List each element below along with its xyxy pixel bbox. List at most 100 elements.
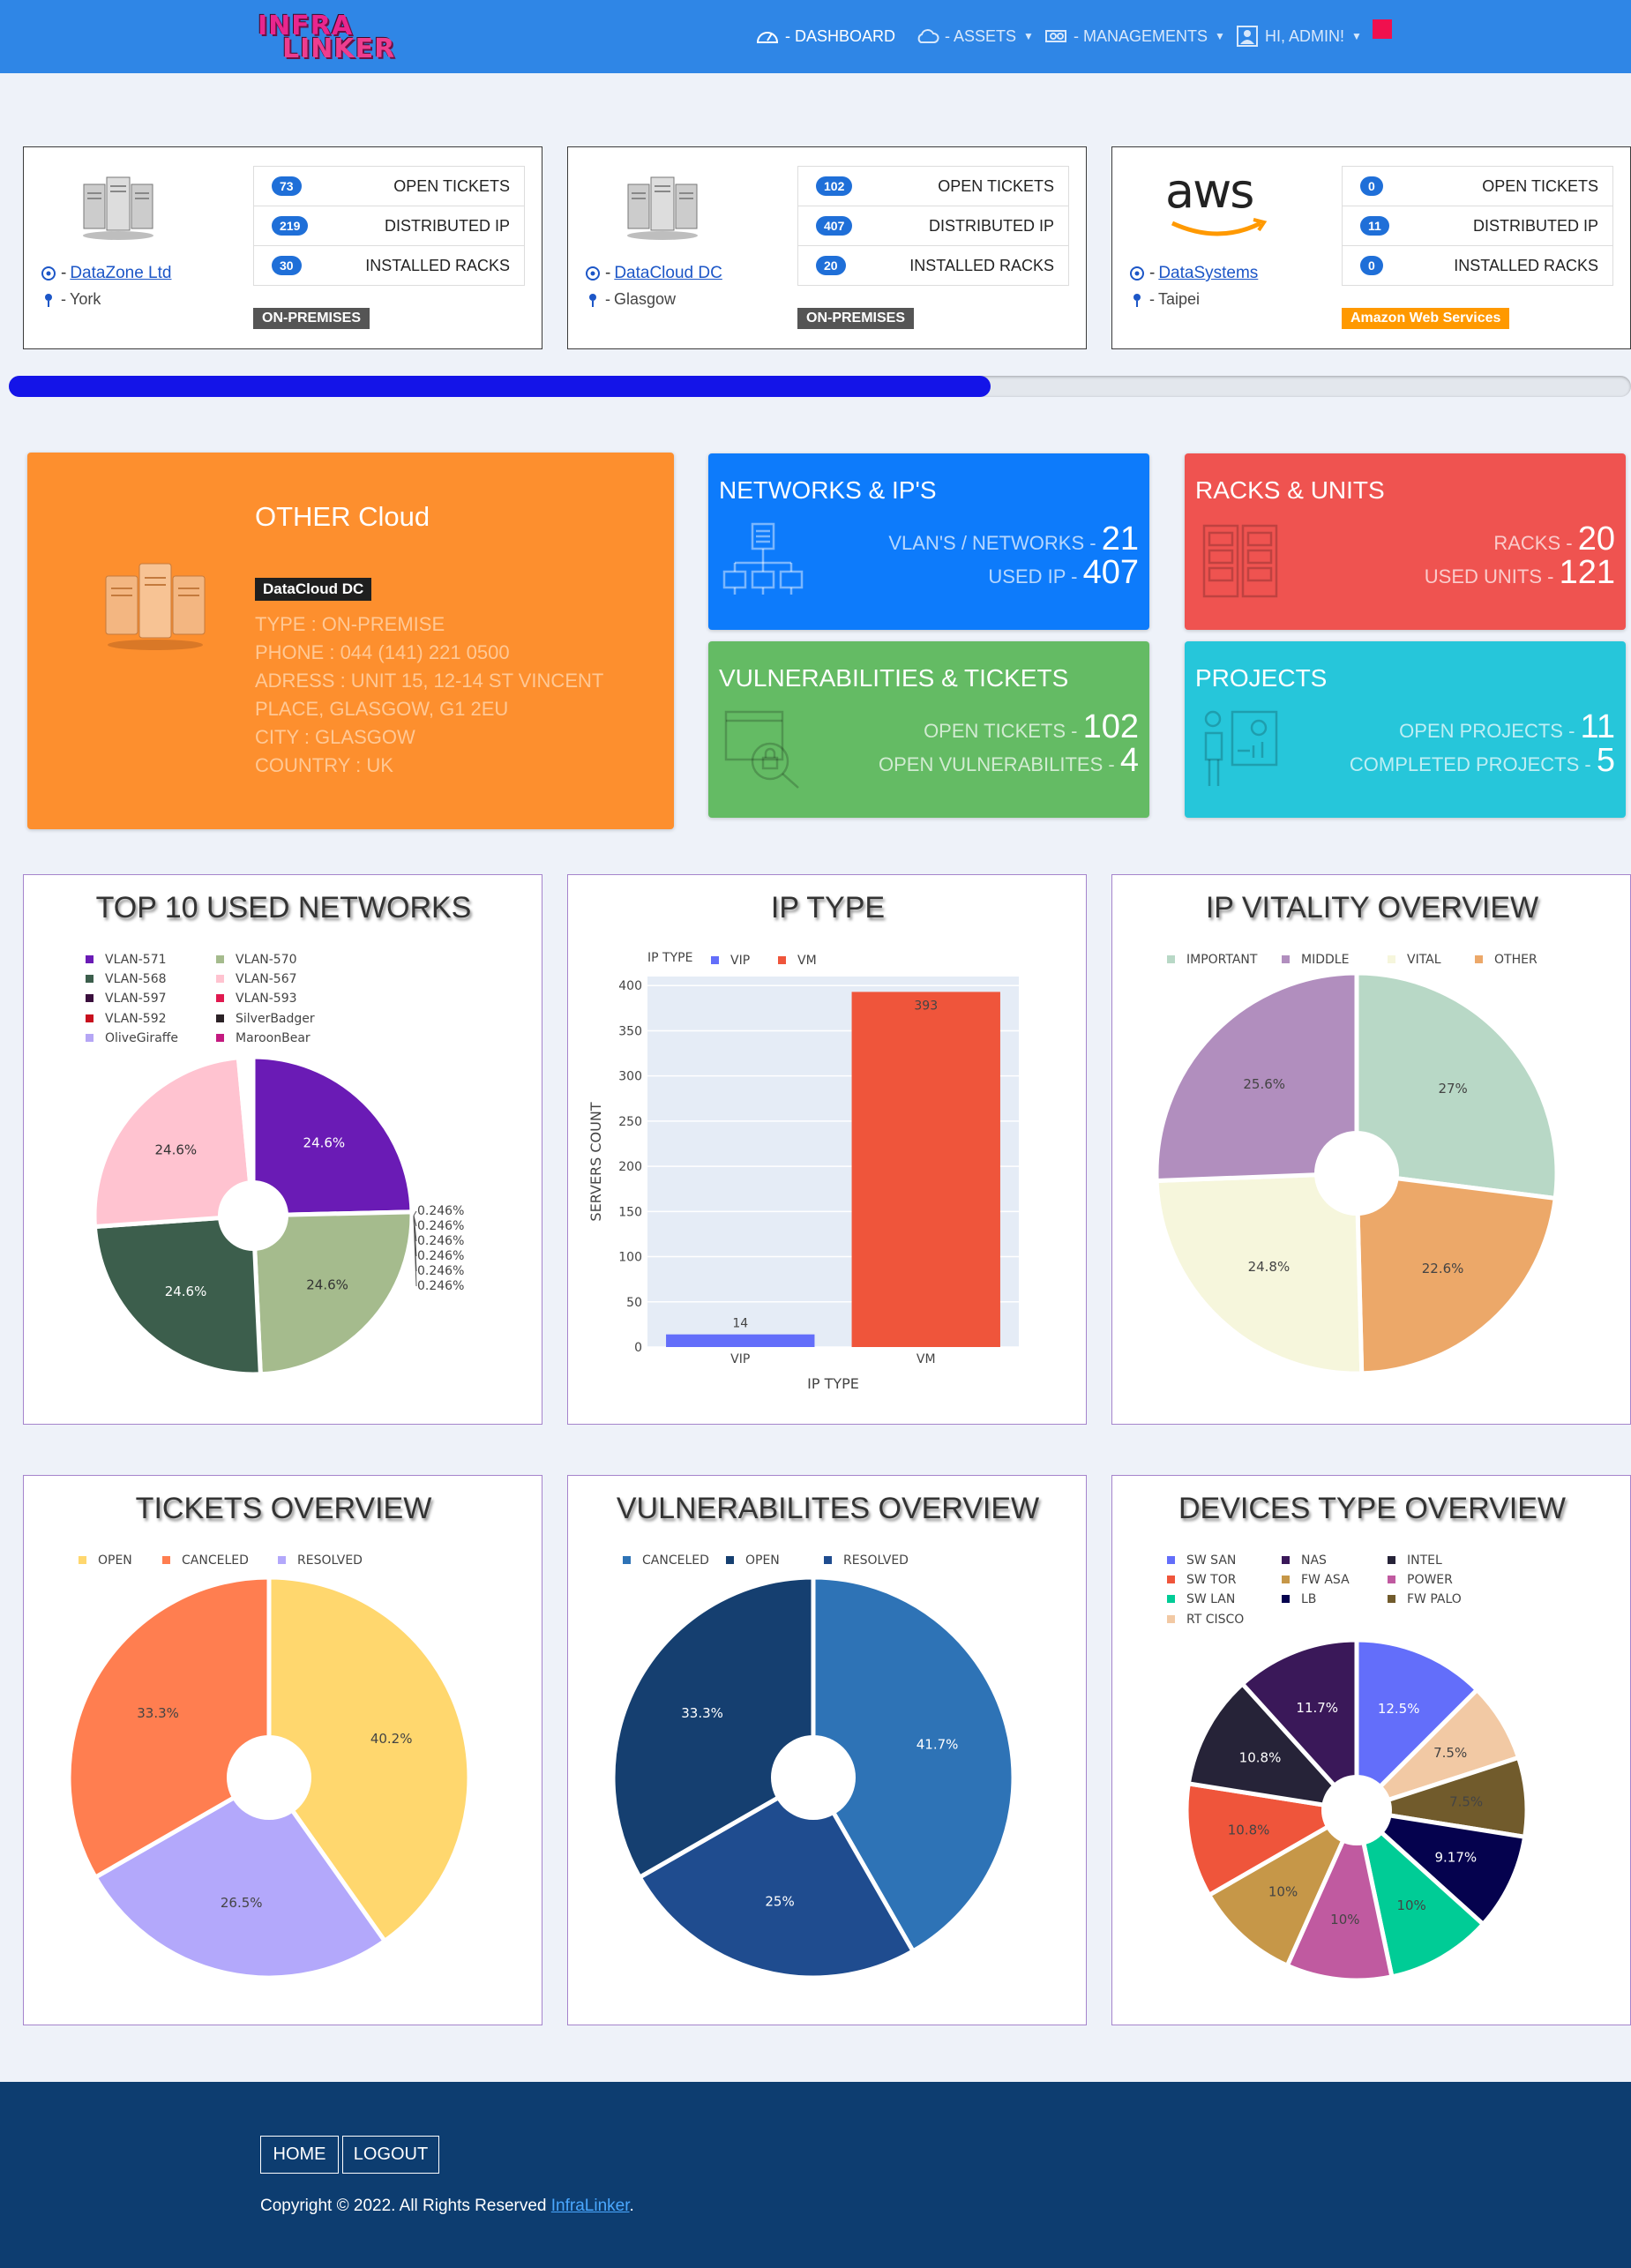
legend-item: MIDDLE — [1301, 953, 1349, 967]
legend-item: SW SAN — [1186, 1553, 1236, 1568]
devices-chart-card: DEVICES TYPE OVERVIEW SW SAN NAS INTEL SW TO… — [1111, 1475, 1631, 2025]
legend-swatch — [216, 975, 224, 983]
legend-item: VIP — [730, 954, 750, 968]
nav-user-label: HI, ADMIN! — [1265, 26, 1345, 45]
dc-installed-racks[interactable]: 30 INSTALLED RACKS — [253, 245, 525, 286]
pie-slice-label: 0.246% — [417, 1264, 464, 1278]
networks-stat-row-1: VLAN'S / NETWORKS - 21 — [888, 520, 1139, 558]
dc-distributed-ip[interactable]: 11 DISTRIBUTED IP — [1342, 206, 1613, 246]
dc-distributed-ip[interactable]: 407 DISTRIBUTED IP — [797, 206, 1069, 246]
pie-slice-label: 10% — [1268, 1883, 1298, 1899]
dc-distributed-ip[interactable]: 219 DISTRIBUTED IP — [253, 206, 525, 246]
legend-item: SilverBadger — [236, 1012, 315, 1026]
vulnerabilities-chart-card: VULNERABILITES OVERVIEW CANCELED OPEN RESOL… — [567, 1475, 1087, 2025]
pie-slice — [1186, 1680, 1363, 1814]
racks-stat-card[interactable]: RACKS & UNITS RACKS - 20 USED UNITS - 12… — [1185, 453, 1626, 630]
dc-open-tickets[interactable]: 73 OPEN TICKETS — [253, 166, 525, 206]
bar — [666, 1334, 815, 1347]
open-vulns-label: OPEN VULNERABILITES - — [878, 753, 1115, 775]
chart-title: VULNERABILITES OVERVIEW — [617, 1492, 1039, 1525]
dc-type-badge: ON-PREMISES — [797, 308, 915, 329]
racks-stat-row-2: USED UNITS - 121 — [1425, 554, 1615, 592]
legend-item: NAS — [1301, 1553, 1327, 1568]
dashboard-gauge-icon — [756, 32, 779, 43]
legend-item: IMPORTANT — [1186, 953, 1258, 967]
legend-swatch — [1167, 1615, 1175, 1623]
nav-dashboard-label: - DASHBOARD — [785, 26, 896, 45]
vulnerabilities-stat-card[interactable]: VULNERABILITIES & TICKETS OPEN TICKETS -… — [708, 641, 1149, 818]
footer-logout-button[interactable]: LOGOUT — [342, 2136, 439, 2174]
vulnerabilities-stat-title: VULNERABILITIES & TICKETS — [719, 664, 1069, 692]
notification-indicator[interactable] — [1373, 19, 1392, 39]
legend-swatch — [278, 1556, 286, 1564]
dc-open-tickets-count: 73 — [272, 176, 302, 196]
legend-item: FW ASA — [1301, 1573, 1350, 1587]
dc-installed-racks[interactable]: 20 INSTALLED RACKS — [797, 245, 1069, 286]
legend-swatch — [778, 956, 786, 964]
y-tick-label: 350 — [618, 1024, 642, 1038]
dc-installed-racks[interactable]: 0 INSTALLED RACKS — [1342, 245, 1613, 286]
dc-open-tickets[interactable]: 102 OPEN TICKETS — [797, 166, 1069, 206]
dc-city-dash: - — [605, 290, 610, 308]
nav-dashboard[interactable]: - DASHBOARD — [755, 25, 895, 48]
x-tick-label: VM — [917, 1352, 936, 1366]
project-presentation-icon — [1204, 710, 1278, 786]
legend-swatch — [79, 1556, 86, 1564]
nav-managements[interactable]: - MANAGEMENTS ▼ — [1044, 25, 1225, 48]
aws-logo-text: aws — [1165, 163, 1254, 219]
pie-slice — [92, 1055, 256, 1230]
legend-item: INTEL — [1407, 1553, 1442, 1568]
legend-item: RT CISCO — [1186, 1613, 1244, 1627]
infralinker-link[interactable]: InfraLinker — [550, 2197, 630, 2215]
y-tick-label: 0 — [634, 1341, 642, 1355]
location-pin-icon — [589, 293, 596, 307]
projects-stat-card[interactable]: PROJECTS OPEN PROJECTS - 11 COMPLETED PR… — [1185, 641, 1626, 818]
dc-name-link[interactable]: DataZone Ltd — [70, 264, 172, 282]
pie-slice — [1238, 1637, 1359, 1816]
footer: HOME LOGOUT Copyright © 2022. All Rights… — [0, 2082, 1631, 2268]
vlans-label: VLAN'S / NETWORKS - — [888, 532, 1096, 554]
footer-home-button[interactable]: HOME — [260, 2136, 339, 2174]
legend-item: OPEN — [98, 1553, 132, 1568]
pie-slice — [1154, 970, 1359, 1184]
dc-installed-racks-label: INSTALLED RACKS — [365, 256, 510, 274]
top-networks-chart-card: TOP 10 USED NETWORKS VLAN-571 VLAN-570 VLAN… — [23, 874, 542, 1425]
dc-distributed-ip-label: DISTRIBUTED IP — [384, 216, 510, 235]
legend-swatch — [86, 1034, 94, 1042]
dc-name-link[interactable]: DataCloud DC — [614, 264, 722, 282]
dc-open-tickets-count: 102 — [816, 176, 853, 196]
dc-installed-racks-count: 20 — [816, 256, 846, 275]
dc-open-tickets[interactable]: 0 OPEN TICKETS — [1342, 166, 1613, 206]
pie-slice — [251, 1054, 415, 1218]
location-pin-icon — [1133, 293, 1141, 307]
pie-hole — [1321, 1775, 1392, 1845]
target-icon — [41, 266, 56, 281]
used-units-label: USED UNITS - — [1424, 565, 1554, 588]
used-units-count: 121 — [1559, 554, 1615, 591]
nav-assets-label: - ASSETS — [945, 26, 1017, 45]
dc-city-dash: - — [61, 290, 66, 308]
nav-assets[interactable]: - ASSETS ▼ — [915, 25, 1034, 48]
legend-swatch — [623, 1556, 631, 1564]
legend-swatch — [1167, 1556, 1175, 1564]
copyright-label: Copyright © 2022. All Rights Reserved — [260, 2197, 551, 2215]
legend-item: VLAN-597 — [105, 992, 167, 1006]
logo-text-bottom: LINKER — [282, 34, 396, 64]
pie-hole — [227, 1735, 311, 1820]
dc-name-dash: - — [1149, 264, 1156, 282]
pie-slice — [92, 1774, 388, 1980]
y-tick-label: 150 — [618, 1205, 642, 1219]
pie-slice-label: 27% — [1438, 1081, 1467, 1097]
networks-stat-row-2: USED IP - 407 — [988, 554, 1139, 592]
pie-slice-label: 0.246% — [417, 1219, 464, 1233]
infralinker-logo[interactable]: INFRA LINKER — [258, 11, 416, 64]
legend-item: RESOLVED — [843, 1553, 909, 1568]
dc-name-link[interactable]: DataSystems — [1158, 264, 1259, 282]
nav-user-menu[interactable]: HI, ADMIN! ▼ — [1235, 25, 1362, 48]
dc-type-badge: Amazon Web Services — [1342, 308, 1510, 329]
dc-distributed-ip-count: 219 — [272, 216, 309, 236]
dc-type-badge: ON-PREMISES — [253, 308, 370, 329]
networks-stat-card[interactable]: NETWORKS & IP'S VLAN'S / NETWORKS - 21 U… — [708, 453, 1149, 630]
open-tickets-count: 102 — [1082, 708, 1139, 745]
pie-slice-label: 10.8% — [1239, 1750, 1282, 1766]
